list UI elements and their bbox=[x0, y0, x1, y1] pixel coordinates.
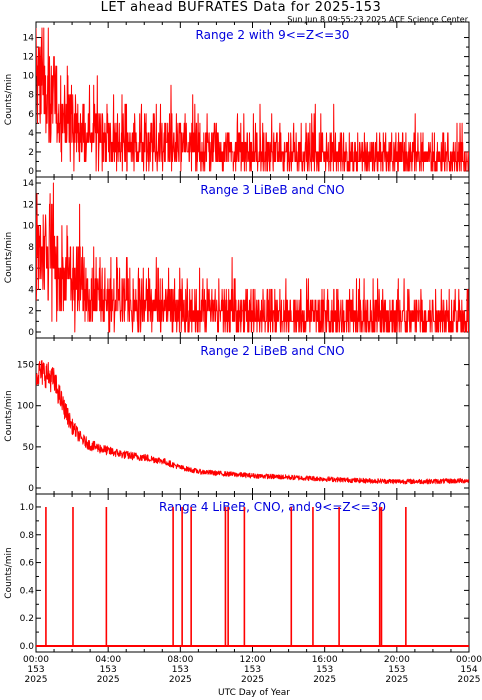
x-tick-doy: 153 bbox=[27, 665, 44, 675]
x-tick-year: 2025 bbox=[25, 675, 48, 685]
chart-panels: 0 2 4 6 8 10 12 14 Counts/min Range 2 with 9<=Z<=… bbox=[4, 21, 470, 653]
timestamp-label: Sun Jun 8 09:55:23 2025 ACE Science Cent… bbox=[287, 15, 468, 24]
y-tick-label: 0 bbox=[28, 328, 34, 338]
panel-3: 0 50 100 150 Counts/min Range 2 LiBeB and CNO bbox=[4, 337, 470, 495]
chart-title: LET ahead BUFRATES Data for 2025-153 bbox=[100, 0, 382, 15]
x-tick-year: 2025 bbox=[385, 675, 408, 685]
y-tick-label: 6 bbox=[28, 110, 34, 120]
y-axis-title: Counts/min bbox=[4, 390, 14, 441]
y-tick-label: 8 bbox=[28, 243, 34, 253]
x-tick-year: 2025 bbox=[458, 675, 481, 685]
panel-title: Range 2 with 9<=Z<=30 bbox=[196, 28, 350, 42]
panel-title: Range 2 LiBeB and CNO bbox=[200, 344, 344, 358]
y-tick-label: 8 bbox=[28, 91, 34, 101]
panel-4: 0.0 0.2 0.4 0.6 0.8 1.0 Counts/min Range 4 LiBe… bbox=[4, 493, 470, 653]
y-tick-label: 150 bbox=[17, 361, 34, 371]
y-tick-label: 50 bbox=[23, 443, 35, 453]
x-tick-time: 00:00 bbox=[456, 655, 482, 665]
y-tick-label: 2 bbox=[28, 307, 34, 317]
x-tick-doy: 153 bbox=[244, 665, 261, 675]
x-tick-doy: 153 bbox=[316, 665, 333, 675]
y-tick-label: 0.6 bbox=[20, 559, 35, 569]
x-tick-year: 2025 bbox=[313, 675, 336, 685]
y-tick-label: 14 bbox=[23, 34, 35, 44]
y-tick-label: 0 bbox=[28, 484, 34, 494]
x-tick-year: 2025 bbox=[241, 675, 264, 685]
y-tick-label: 0.2 bbox=[20, 614, 34, 624]
y-tick-label: 14 bbox=[23, 179, 35, 189]
y-tick-label: 4 bbox=[28, 285, 34, 295]
x-axis-labels: 00:00153202504:00153202508:00153202512:0… bbox=[23, 655, 482, 685]
x-tick-doy: 153 bbox=[172, 665, 189, 675]
series-spikes bbox=[36, 506, 469, 647]
panel-title: Range 3 LiBeB and CNO bbox=[200, 183, 344, 197]
x-tick-time: 08:00 bbox=[167, 655, 193, 665]
x-tick-time: 12:00 bbox=[240, 655, 266, 665]
series-line bbox=[36, 182, 469, 333]
y-tick-label: 12 bbox=[23, 53, 34, 63]
y-axis-title: Counts/min bbox=[4, 547, 14, 598]
y-tick-label: 4 bbox=[28, 129, 34, 139]
y-tick-label: 10 bbox=[23, 72, 35, 82]
series-line bbox=[36, 27, 469, 172]
y-axis-title: Counts/min bbox=[4, 74, 14, 125]
y-tick-label: 100 bbox=[17, 402, 34, 412]
y-tick-label: 1.0 bbox=[20, 503, 35, 513]
x-tick-time: 20:00 bbox=[384, 655, 410, 665]
x-tick-time: 00:00 bbox=[23, 655, 49, 665]
y-tick-label: 2 bbox=[28, 148, 34, 158]
panel-1: 0 2 4 6 8 10 12 14 Counts/min Range 2 with 9<=Z<=… bbox=[4, 21, 470, 178]
panel-frame bbox=[35, 337, 470, 495]
y-tick-label: 12 bbox=[23, 200, 34, 210]
y-tick-label: 6 bbox=[28, 264, 34, 274]
series-line bbox=[36, 360, 469, 485]
panel-title: Range 4 LiBeB, CNO, and 9<=Z<=30 bbox=[159, 500, 386, 514]
x-tick-time: 16:00 bbox=[312, 655, 338, 665]
y-tick-label: 10 bbox=[23, 222, 35, 232]
panel-2: 0 2 4 6 8 10 12 14 Counts/min Range 3 LiBeB and C… bbox=[4, 176, 470, 339]
y-tick-label: 0 bbox=[28, 167, 34, 177]
x-axis-title: UTC Day of Year bbox=[218, 688, 290, 698]
x-tick-doy: 154 bbox=[460, 665, 477, 675]
x-tick-year: 2025 bbox=[97, 675, 120, 685]
x-tick-doy: 153 bbox=[388, 665, 405, 675]
y-tick-label: 0.4 bbox=[20, 586, 35, 596]
y-axis-title: Counts/min bbox=[4, 232, 14, 283]
y-tick-label: 0.0 bbox=[20, 642, 35, 652]
y-tick-label: 0.8 bbox=[20, 531, 35, 541]
panel-frame bbox=[35, 493, 470, 653]
x-tick-year: 2025 bbox=[169, 675, 192, 685]
x-tick-time: 04:00 bbox=[95, 655, 121, 665]
x-tick-doy: 153 bbox=[100, 665, 117, 675]
